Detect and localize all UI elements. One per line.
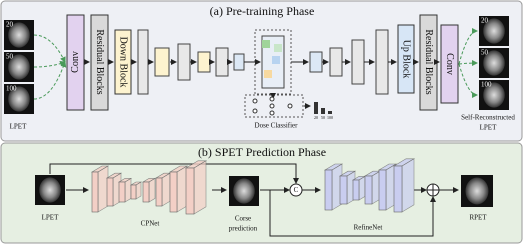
output-label: Self-Reconstructed (461, 114, 515, 122)
block-front (107, 178, 113, 206)
panel-b-title: (b) SPET Prediction Phase (198, 145, 326, 159)
hist-bar (328, 111, 332, 114)
layer-block (156, 173, 170, 206)
brain (465, 178, 488, 205)
conv-out-label: Conv (444, 53, 455, 75)
neuron (270, 104, 274, 108)
block-side (136, 182, 141, 199)
layer-block (394, 159, 414, 212)
classifier-tick: 50 (321, 115, 325, 120)
block-front (170, 172, 177, 212)
layer-block (365, 171, 380, 204)
up-block-label: Up Block (401, 40, 412, 79)
res-in-label: Residual Blocks (94, 29, 105, 94)
neuron (270, 111, 274, 115)
block-front (353, 180, 359, 200)
dose-label: 20 (6, 21, 14, 29)
classifier-tick: 20 (314, 115, 318, 120)
coarse-label: Corse (235, 215, 251, 223)
feature-map (234, 54, 244, 70)
block-front (119, 182, 125, 202)
block-front (131, 185, 136, 199)
neuron (253, 99, 257, 103)
feature-map (216, 48, 228, 76)
neuron (253, 109, 257, 113)
feature-map (178, 44, 190, 80)
neuron (288, 104, 292, 108)
cpnet-label: CPNet (141, 220, 160, 228)
dose-label: 50 (6, 53, 14, 61)
layer-block (92, 166, 108, 212)
dose-label: 20 (481, 17, 489, 25)
feature-map (330, 48, 342, 76)
block-side (125, 178, 131, 202)
token (274, 44, 282, 52)
block-side (177, 166, 187, 212)
block-front (156, 178, 162, 206)
brain (233, 178, 255, 203)
conv-in-label: Conv (70, 51, 81, 73)
concat-label: C (294, 186, 299, 194)
block-front (92, 172, 98, 212)
feature-map (310, 52, 322, 72)
block-side (359, 176, 365, 200)
hist-bar (314, 102, 318, 114)
layer-block (170, 166, 187, 212)
layer-block (325, 164, 342, 210)
rpet-label: RPET (469, 214, 487, 222)
block-front (186, 168, 194, 214)
block-front (379, 170, 386, 210)
token (264, 70, 272, 78)
dose-label: 100 (6, 85, 17, 93)
output-label: LPET (480, 124, 497, 132)
layer-block (131, 182, 141, 199)
block-side (162, 173, 170, 206)
classifier-label: Dose Classifier (255, 122, 299, 130)
refinenet-label: RefineNet (354, 224, 383, 232)
dose-label: 100 (481, 81, 492, 89)
block-front (394, 166, 402, 212)
coarse-label: prediction (229, 225, 258, 233)
feature-map (198, 52, 210, 72)
block-front (325, 170, 332, 210)
brain (39, 177, 61, 202)
layer-block (353, 176, 365, 200)
feature-map (376, 30, 388, 94)
block-front (365, 176, 372, 204)
figure: (a) Pre-training Phase (b) SPET Predicti… (0, 0, 523, 244)
block-side (194, 161, 206, 214)
token (262, 40, 270, 48)
feature-map (155, 48, 169, 76)
token (272, 56, 280, 64)
feature-map (138, 30, 148, 94)
layer-block (186, 161, 206, 214)
down-block-label: Down Block (118, 37, 129, 88)
res-out-label: Residual Blocks (423, 29, 434, 94)
dose-label: 50 (481, 49, 489, 57)
block-front (340, 176, 347, 204)
b-input-label: LPET (42, 214, 59, 222)
feature-map (352, 40, 364, 84)
block-side (402, 159, 414, 212)
layer-block (143, 178, 155, 202)
layer-block (119, 178, 131, 202)
block-side (98, 166, 108, 212)
classifier-tick: 100 (327, 115, 333, 120)
neuron (270, 97, 274, 101)
panel-a-title: (a) Pre-training Phase (210, 4, 315, 18)
block-front (143, 182, 149, 202)
hist-bar (321, 108, 325, 114)
layer-block (379, 164, 396, 210)
block-side (149, 178, 155, 202)
input-label: LPET (10, 123, 27, 131)
